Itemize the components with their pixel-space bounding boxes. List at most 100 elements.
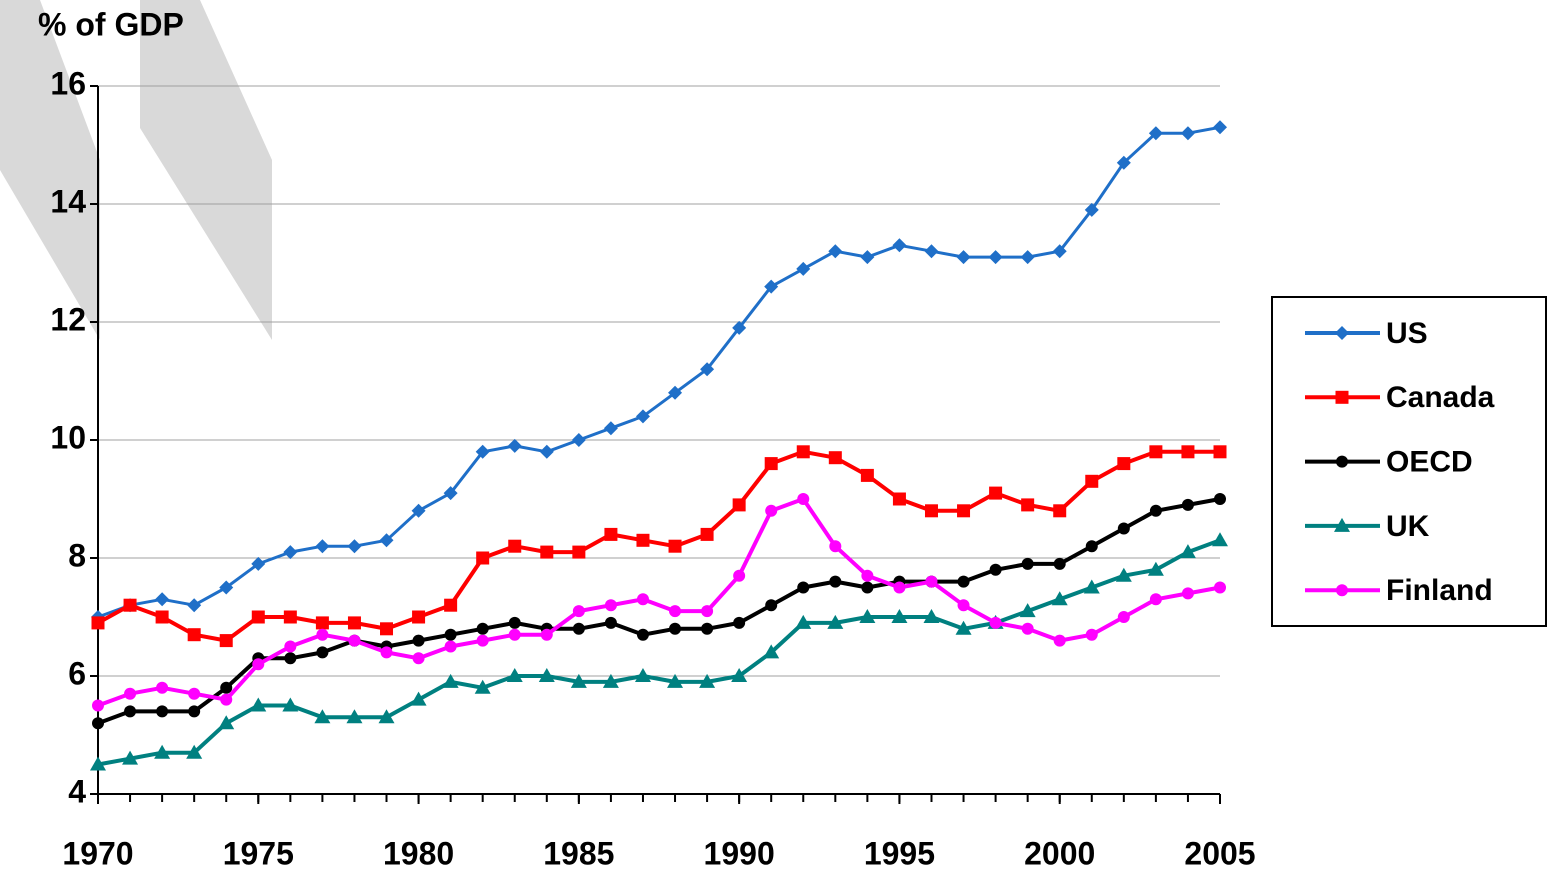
x-tick-label: 1980 <box>383 835 454 871</box>
marker <box>1334 517 1350 532</box>
marker <box>828 244 843 259</box>
marker <box>1117 522 1130 535</box>
marker <box>1214 581 1226 594</box>
marker <box>989 616 1002 629</box>
marker <box>797 493 810 505</box>
marker <box>827 614 844 629</box>
marker <box>442 673 459 688</box>
marker <box>156 681 169 694</box>
marker <box>188 687 201 700</box>
marker <box>957 504 971 518</box>
marker <box>892 238 907 253</box>
decoration <box>140 0 272 340</box>
marker <box>571 433 586 447</box>
marker <box>379 533 394 548</box>
marker <box>444 598 458 612</box>
marker <box>1051 591 1068 606</box>
marker <box>508 539 522 553</box>
marker <box>347 539 362 554</box>
marker <box>411 503 426 518</box>
marker <box>283 610 297 624</box>
x-tick-label: 1990 <box>704 835 775 871</box>
marker <box>1181 587 1194 600</box>
marker <box>154 744 171 759</box>
marker <box>764 457 778 471</box>
marker <box>220 693 233 706</box>
marker <box>1053 557 1066 570</box>
marker <box>988 250 1003 265</box>
marker <box>636 593 649 606</box>
marker <box>603 421 618 436</box>
marker <box>1212 532 1228 547</box>
y-tick-label: 8 <box>68 537 86 573</box>
marker <box>410 691 427 706</box>
marker <box>443 486 458 501</box>
y-tick-label: 16 <box>50 65 86 101</box>
x-tick-label: 1995 <box>864 835 935 871</box>
marker <box>315 616 329 630</box>
marker <box>1020 250 1035 265</box>
marker <box>476 634 489 647</box>
marker <box>732 498 746 512</box>
marker <box>861 569 874 582</box>
series-line <box>97 449 1220 643</box>
marker <box>1115 567 1132 582</box>
marker <box>220 681 233 694</box>
marker <box>348 634 361 647</box>
marker <box>1021 622 1034 635</box>
marker <box>252 658 265 671</box>
marker <box>764 279 779 294</box>
marker <box>1149 593 1162 606</box>
marker <box>155 592 170 607</box>
marker <box>570 673 587 688</box>
marker <box>412 634 425 647</box>
x-tick-label: 1985 <box>543 835 614 871</box>
marker <box>829 540 842 553</box>
marker <box>380 622 394 636</box>
marker <box>219 580 234 595</box>
marker <box>412 610 426 624</box>
marker <box>1083 579 1100 594</box>
y-tick-label: 6 <box>68 655 86 691</box>
marker <box>667 673 684 688</box>
marker <box>1335 390 1349 404</box>
marker <box>538 668 555 682</box>
marker <box>508 628 521 641</box>
marker <box>378 709 395 724</box>
marker <box>733 569 746 582</box>
marker <box>860 468 874 482</box>
marker <box>765 504 778 517</box>
marker <box>444 640 457 653</box>
marker <box>989 563 1002 576</box>
marker <box>924 244 939 259</box>
marker <box>924 504 938 518</box>
y-axis-label: % of GDP <box>38 6 184 42</box>
marker <box>283 545 298 560</box>
y-tick-label: 14 <box>50 183 86 219</box>
marker <box>1149 445 1163 459</box>
marker <box>1180 126 1195 141</box>
marker <box>955 620 972 635</box>
marker <box>347 616 361 630</box>
marker <box>1019 603 1036 618</box>
marker <box>700 527 714 541</box>
marker <box>1213 120 1227 135</box>
marker <box>122 750 139 765</box>
marker <box>1116 155 1131 170</box>
marker <box>636 533 650 547</box>
marker <box>188 705 201 718</box>
marker <box>123 598 137 612</box>
marker <box>602 673 619 688</box>
marker <box>412 652 425 665</box>
marker <box>1085 628 1098 641</box>
marker <box>1085 474 1099 488</box>
marker <box>891 609 908 623</box>
marker <box>124 705 137 718</box>
marker <box>155 610 169 624</box>
marker <box>604 616 617 629</box>
x-tick-label: 2000 <box>1024 835 1095 871</box>
marker <box>1052 244 1067 259</box>
marker <box>1179 544 1196 559</box>
marker <box>859 609 876 623</box>
marker <box>1053 504 1067 518</box>
